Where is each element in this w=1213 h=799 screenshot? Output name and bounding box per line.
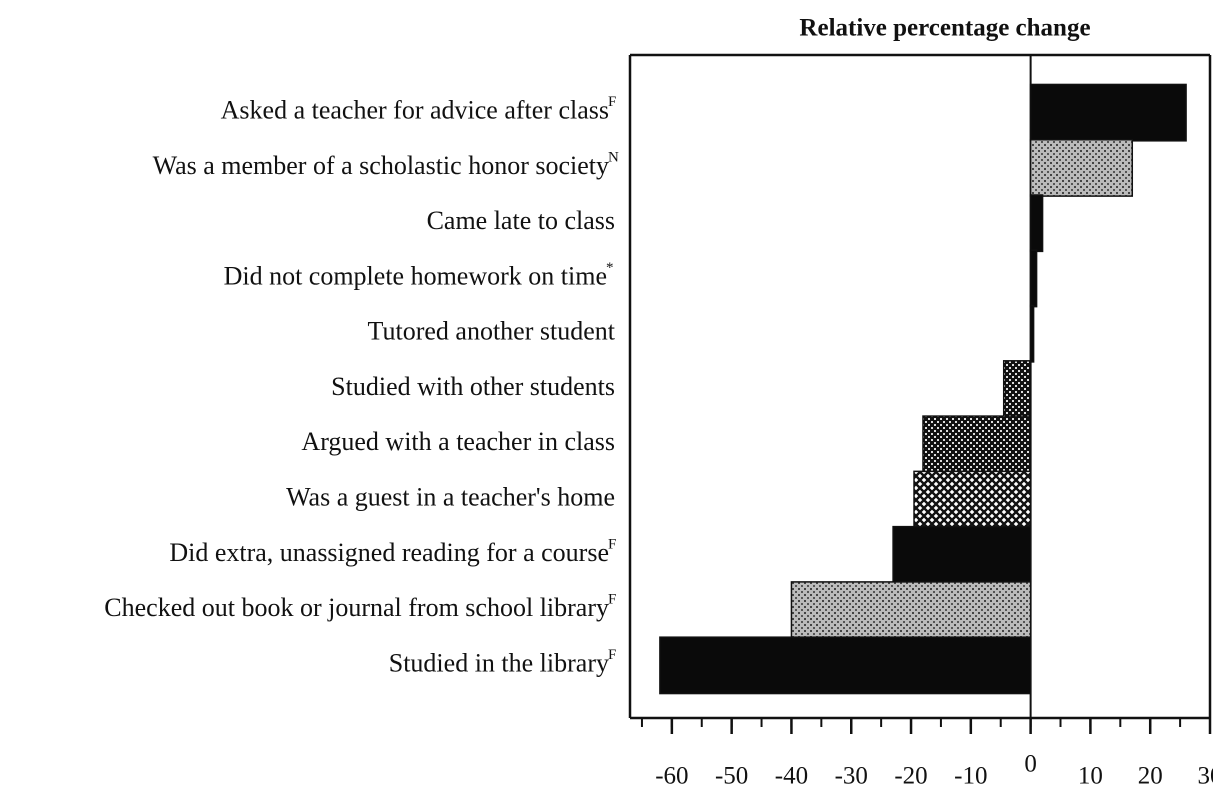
bar [1029, 304, 1035, 363]
category-label: Checked out book or journal from school … [104, 593, 609, 622]
x-tick-label: -10 [954, 763, 987, 790]
bar [1029, 249, 1038, 308]
bar [659, 636, 1032, 695]
x-tick-label: 30 [1198, 763, 1213, 790]
category-label: Tutored another student [368, 317, 616, 346]
bar [1029, 83, 1187, 142]
footnote-marker: F [608, 592, 616, 608]
category-label: Came late to class [427, 206, 615, 235]
category-label: Asked a teacher for advice after class [221, 96, 609, 125]
bar [1029, 194, 1044, 253]
x-tick-label: -60 [655, 763, 688, 790]
category-label: Was a member of a scholastic honor socie… [153, 151, 609, 180]
footnote-marker: F [608, 647, 616, 663]
x-tick-label: -50 [715, 763, 748, 790]
bar [913, 470, 1032, 529]
bar [1029, 138, 1134, 197]
bar [922, 415, 1032, 474]
x-tick-label: -40 [775, 763, 808, 790]
footnote-marker: F [608, 94, 616, 110]
x-tick-label: 0 [1024, 751, 1037, 778]
category-label: Did not complete homework on time [224, 261, 607, 290]
category-label: Did extra, unassigned reading for a cour… [169, 538, 609, 567]
x-tick-label: -20 [894, 763, 927, 790]
footnote-marker: N [608, 149, 619, 165]
category-label: Argued with a teacher in class [301, 427, 615, 456]
bar [790, 581, 1032, 640]
category-label: Was a guest in a teacher's home [286, 483, 615, 512]
chart-title: Relative percentage change [799, 15, 1090, 42]
bar [892, 525, 1032, 584]
x-tick-label: 10 [1078, 763, 1103, 790]
footnote-marker: F [608, 536, 616, 552]
category-label: Studied with other students [331, 372, 615, 401]
category-label: Studied in the library [389, 648, 609, 677]
x-tick-label: -30 [835, 763, 868, 790]
footnote-marker: * [606, 260, 614, 276]
bar [1002, 360, 1032, 418]
x-tick-label: 20 [1138, 763, 1163, 790]
